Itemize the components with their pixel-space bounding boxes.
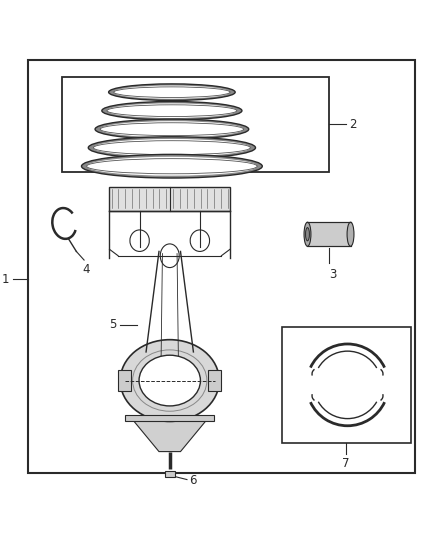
Ellipse shape [93,139,251,157]
Ellipse shape [81,155,262,178]
Polygon shape [134,422,205,451]
Bar [282,327,411,443]
Ellipse shape [100,121,244,137]
Ellipse shape [120,340,219,422]
Text: 1: 1 [2,273,10,286]
Text: 5: 5 [110,318,117,331]
Ellipse shape [304,222,311,246]
Bar [62,77,329,172]
Text: 4: 4 [82,263,89,276]
Ellipse shape [102,101,242,120]
Bar [118,370,131,391]
Ellipse shape [107,103,237,118]
Text: 3: 3 [330,268,337,281]
Text: 6: 6 [190,474,197,487]
Ellipse shape [88,137,255,159]
Bar [125,415,214,422]
Ellipse shape [347,222,354,246]
Bar [307,222,350,246]
Bar [110,187,230,211]
Bar [208,370,221,391]
Ellipse shape [95,119,249,139]
Ellipse shape [114,85,230,99]
Bar [165,471,175,478]
Ellipse shape [139,355,201,406]
Text: 2: 2 [349,118,356,131]
Ellipse shape [109,84,235,100]
Ellipse shape [306,228,309,241]
Text: 7: 7 [343,457,350,470]
Ellipse shape [87,157,257,176]
